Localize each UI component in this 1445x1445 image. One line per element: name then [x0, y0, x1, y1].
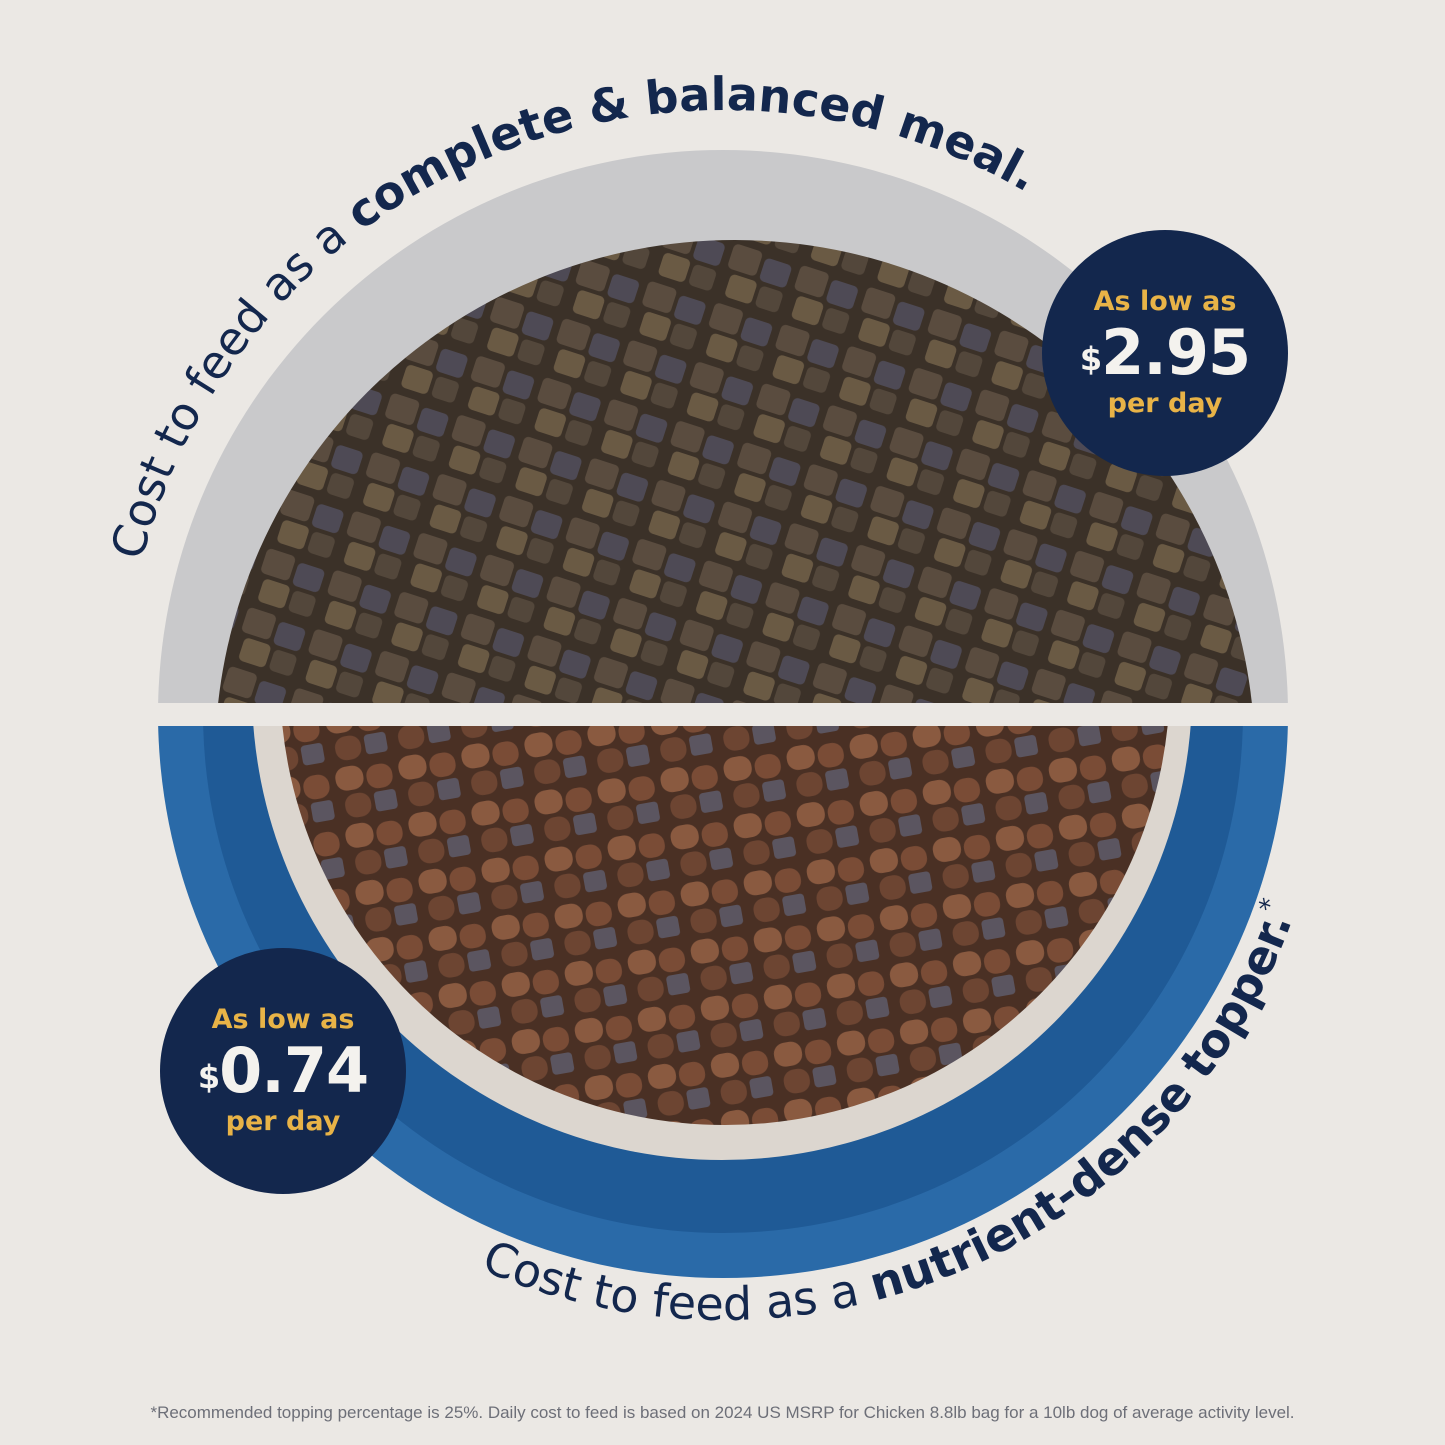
bottom-bowl [158, 726, 1288, 1278]
topper-price-badge: As low as $0.74 per day [160, 948, 406, 1194]
badge-unit: per day [1107, 388, 1223, 419]
badge-label: As low as [211, 1004, 355, 1035]
footnote: *Recommended topping percentage is 25%. … [150, 1403, 1295, 1422]
meal-price-badge: As low as $2.95 per day [1042, 230, 1288, 476]
badge-price: $0.74 [197, 1034, 369, 1107]
badge-unit: per day [225, 1106, 341, 1137]
badge-price: $2.95 [1079, 316, 1251, 389]
top-bowl [158, 150, 1288, 703]
badge-label: As low as [1093, 286, 1237, 317]
